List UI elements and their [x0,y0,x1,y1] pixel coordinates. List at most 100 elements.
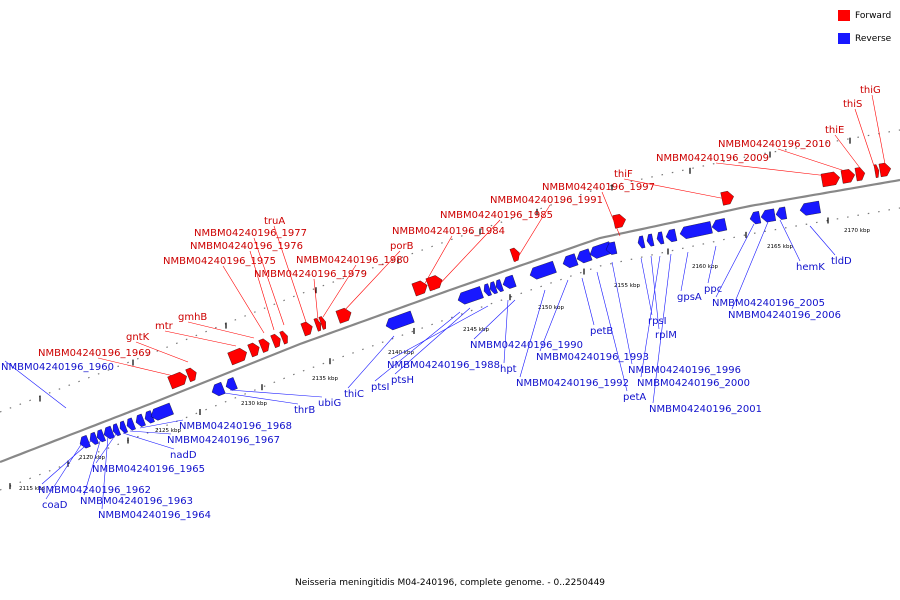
reverse-leader-line [390,305,489,360]
forward-gene-arrow [873,164,880,178]
forward-gene-arrow-shape [247,342,260,358]
forward-gene-label: NMBM04240196_1969 [38,348,151,359]
reverse-gene-arrow [225,377,238,391]
forward-gene-arrow [313,318,321,332]
reverse-gene-arrow [589,241,613,259]
reverse-gene-arrow-shape [126,417,136,431]
forward-gene-label: NMBM04240196_2009 [656,153,769,164]
forward-leader-line [777,148,849,173]
reverse-gene-arrow-shape [211,381,226,397]
kbp-tick-label: 2145 kbp [463,327,489,333]
reverse-gene-arrow-shape [646,233,655,247]
reverse-gene-label: thrB [294,405,315,416]
forward-leader-line [342,250,401,313]
genome-caption: Neisseria meningitidis M04-240196, compl… [294,578,606,588]
reverse-leader-line [129,430,172,435]
reverse-gene-label: NMBM04240196_2005 [712,298,825,309]
reverse-gene-arrow-shape [103,425,115,440]
reverse-leader-line [394,307,471,375]
forward-gene-arrow-shape [854,167,866,182]
reverse-gene-arrow-shape [144,410,155,424]
forward-gene-label: thiF [614,169,633,180]
forward-leader-line [514,204,551,263]
forward-gene-arrow-shape [425,275,443,292]
forward-gene-label: thiG [860,85,881,96]
reverse-leader-line [650,255,660,330]
reverse-gene-label: ppc [704,284,722,295]
forward-gene-arrow-shape [411,280,428,297]
reverse-gene-label: NMBM04240196_1967 [167,435,280,446]
reverse-gene-arrow [679,221,713,239]
reverse-gene-arrow [489,281,498,295]
forward-swatch [838,10,850,21]
reverse-gene-arrow [119,420,128,434]
kbp-tick-label: 2150 kbp [538,305,564,311]
reverse-gene-arrow-shape [665,228,678,243]
forward-gene-arrow-shape [840,169,855,184]
reverse-leader-line [473,299,516,340]
reverse-leader-line [581,277,595,326]
forward-gene-label: NMBM04240196_1985 [440,210,553,221]
reverse-gene-label: NMBM04240196_2001 [649,404,762,415]
reverse-gene-label: coaD [42,500,68,511]
reverse-gene-label: hemK [796,262,825,273]
forward-gene-label: gmhB [178,312,207,323]
reverse-gene-arrow [529,260,557,280]
reverse-leader-line [122,432,175,450]
reverse-gene-arrow [656,231,665,245]
forward-leader-line [135,341,189,363]
forward-gene-label: thiS [843,99,862,110]
legend-label-reverse: Reverse [855,33,892,44]
reverse-gene-label: NMBM04240196_1963 [80,496,193,507]
reverse-leader-line [139,419,184,429]
reverse-gene-label: NMBM04240196_1988 [387,360,500,371]
reverse-gene-label: NMBM04240196_1993 [536,352,649,363]
legend: Forward Reverse [838,8,900,54]
forward-gene-label: porB [390,241,414,252]
reverse-gene-label: NMBM04240196_1964 [98,510,211,521]
reverse-gene-label: NMBM04240196_1968 [179,421,292,432]
reverse-gene-label: rplM [655,330,677,341]
reverse-gene-arrow [760,208,776,223]
reverse-gene-arrow-shape [562,253,579,269]
kbp-tick-label: 2160 kbp [692,264,718,270]
forward-gene-arrow-shape [300,321,313,337]
forward-gene-arrow-shape [185,367,197,383]
reverse-leader-line [217,391,299,405]
kbp-tick-label: 2165 kbp [767,244,793,250]
kbp-tick-label: 2155 kbp [614,283,640,289]
reverse-gene-label: petA [623,392,646,403]
forward-gene-arrow-shape [318,316,326,330]
reverse-gene-arrow [502,274,517,289]
forward-gene-arrow [820,171,840,188]
reverse-gene-arrow [144,410,155,424]
forward-leader-line [273,225,307,323]
reverse-gene-arrow [211,381,226,397]
reverse-gene-label: thiC [344,389,364,400]
forward-gene-arrow-shape [878,162,892,178]
reverse-leader-line [731,221,769,310]
reverse-gene-arrow [562,253,579,269]
forward-leader-line [97,357,179,378]
reverse-gene-arrow-shape [489,281,498,295]
forward-gene-label: NMBM04240196_1977 [194,228,307,239]
reverse-gene-arrow-shape [495,279,504,293]
reverse-gene-label: NMBM04240196_1992 [516,378,629,389]
reverse-gene-arrow-shape [576,248,593,264]
forward-gene-arrow [167,371,187,390]
reverse-leader-line [101,435,109,510]
reverse-gene-label: NMBM04240196_2006 [728,310,841,321]
reverse-gene-arrow-shape [96,429,106,443]
forward-gene-arrow [720,190,734,206]
reverse-leader-line [680,251,689,292]
forward-gene-arrow [247,342,260,358]
reverse-leader-line [374,311,461,382]
kbp-tick-label: 2140 kbp [388,350,414,356]
forward-leader-line [715,162,829,177]
forward-leader-line [164,330,237,347]
reverse-gene-arrow [637,235,646,249]
reverse-gene-label: NMBM04240196_1962 [38,485,151,496]
forward-gene-label: NMBM04240196_2010 [718,139,831,150]
reverse-gene-arrow-shape [529,260,557,280]
